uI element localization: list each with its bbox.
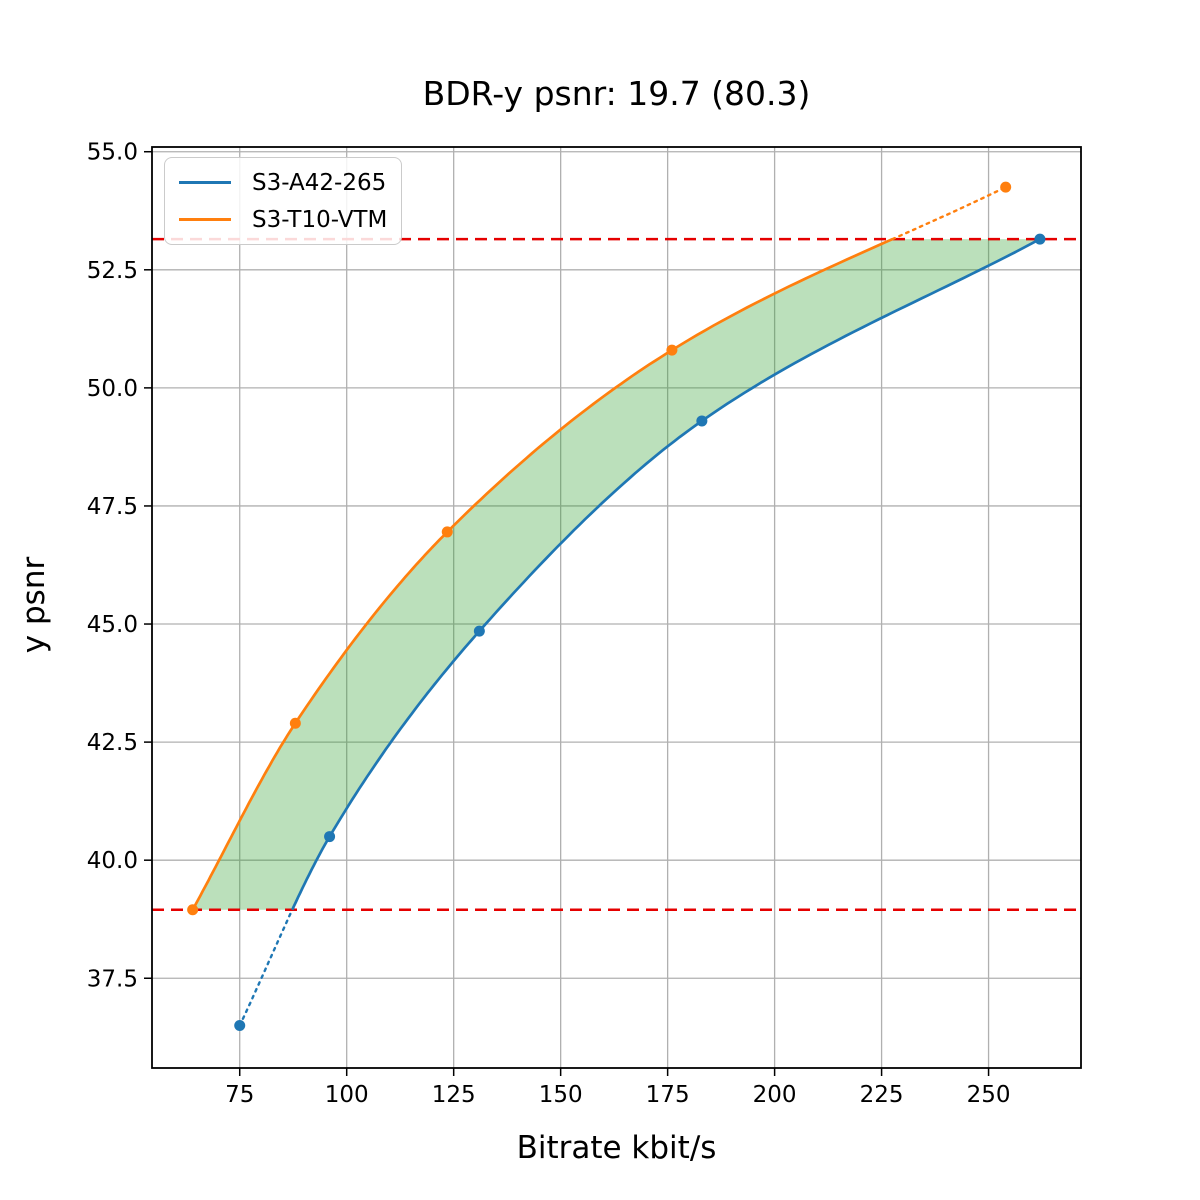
data-point-marker [473,625,485,637]
series-curve-solid [191,237,894,911]
y-axis-label: y psnr [16,556,52,654]
data-point-marker [666,344,678,356]
x-tick-label: 200 [753,1082,797,1108]
y-tick-label: 47.5 [87,494,138,520]
y-tick-label: 55.0 [87,140,138,166]
y-tick-label: 52.5 [87,258,138,284]
data-point-marker [1034,233,1046,245]
series-curve-dotted [891,185,1007,241]
x-tick-label: 75 [225,1082,254,1108]
y-tick-label: 40.0 [87,848,138,874]
data-point-marker [696,415,708,427]
x-tick-label: 125 [432,1082,476,1108]
data-point-marker [441,526,453,538]
y-tick-label: 45.0 [87,612,138,638]
y-tick-label: 50.0 [87,376,138,402]
y-tick-label: 42.5 [87,730,138,756]
legend-line-sample-orange [179,218,231,221]
legend-line-sample-blue [179,181,231,184]
shaded-area-between-curves [192,239,1040,910]
data-point-marker [289,717,301,729]
data-point-marker [187,904,199,916]
data-point-marker [234,1019,246,1031]
legend-item: S3-T10-VTM [179,201,387,238]
data-point-marker [1000,181,1012,193]
series-curve-solid [291,237,1041,911]
x-tick-label: 225 [860,1082,904,1108]
data-point-marker [324,831,336,843]
legend-label: S3-A42-265 [252,169,387,196]
legend-item: S3-A42-265 [179,164,387,201]
chart-title: BDR-y psnr: 19.7 (80.3) [422,74,811,113]
x-tick-label: 175 [646,1082,690,1108]
y-tick-label: 37.5 [87,966,138,992]
x-tick-label: 100 [325,1082,369,1108]
x-tick-label: 150 [539,1082,583,1108]
x-tick-label: 250 [967,1082,1011,1108]
x-axis-label: Bitrate kbit/s [516,1130,717,1166]
legend: S3-A42-265 S3-T10-VTM [164,157,403,245]
series-curve-dotted [238,908,294,1027]
plot-border [151,146,1082,1069]
legend-label: S3-T10-VTM [252,206,388,233]
